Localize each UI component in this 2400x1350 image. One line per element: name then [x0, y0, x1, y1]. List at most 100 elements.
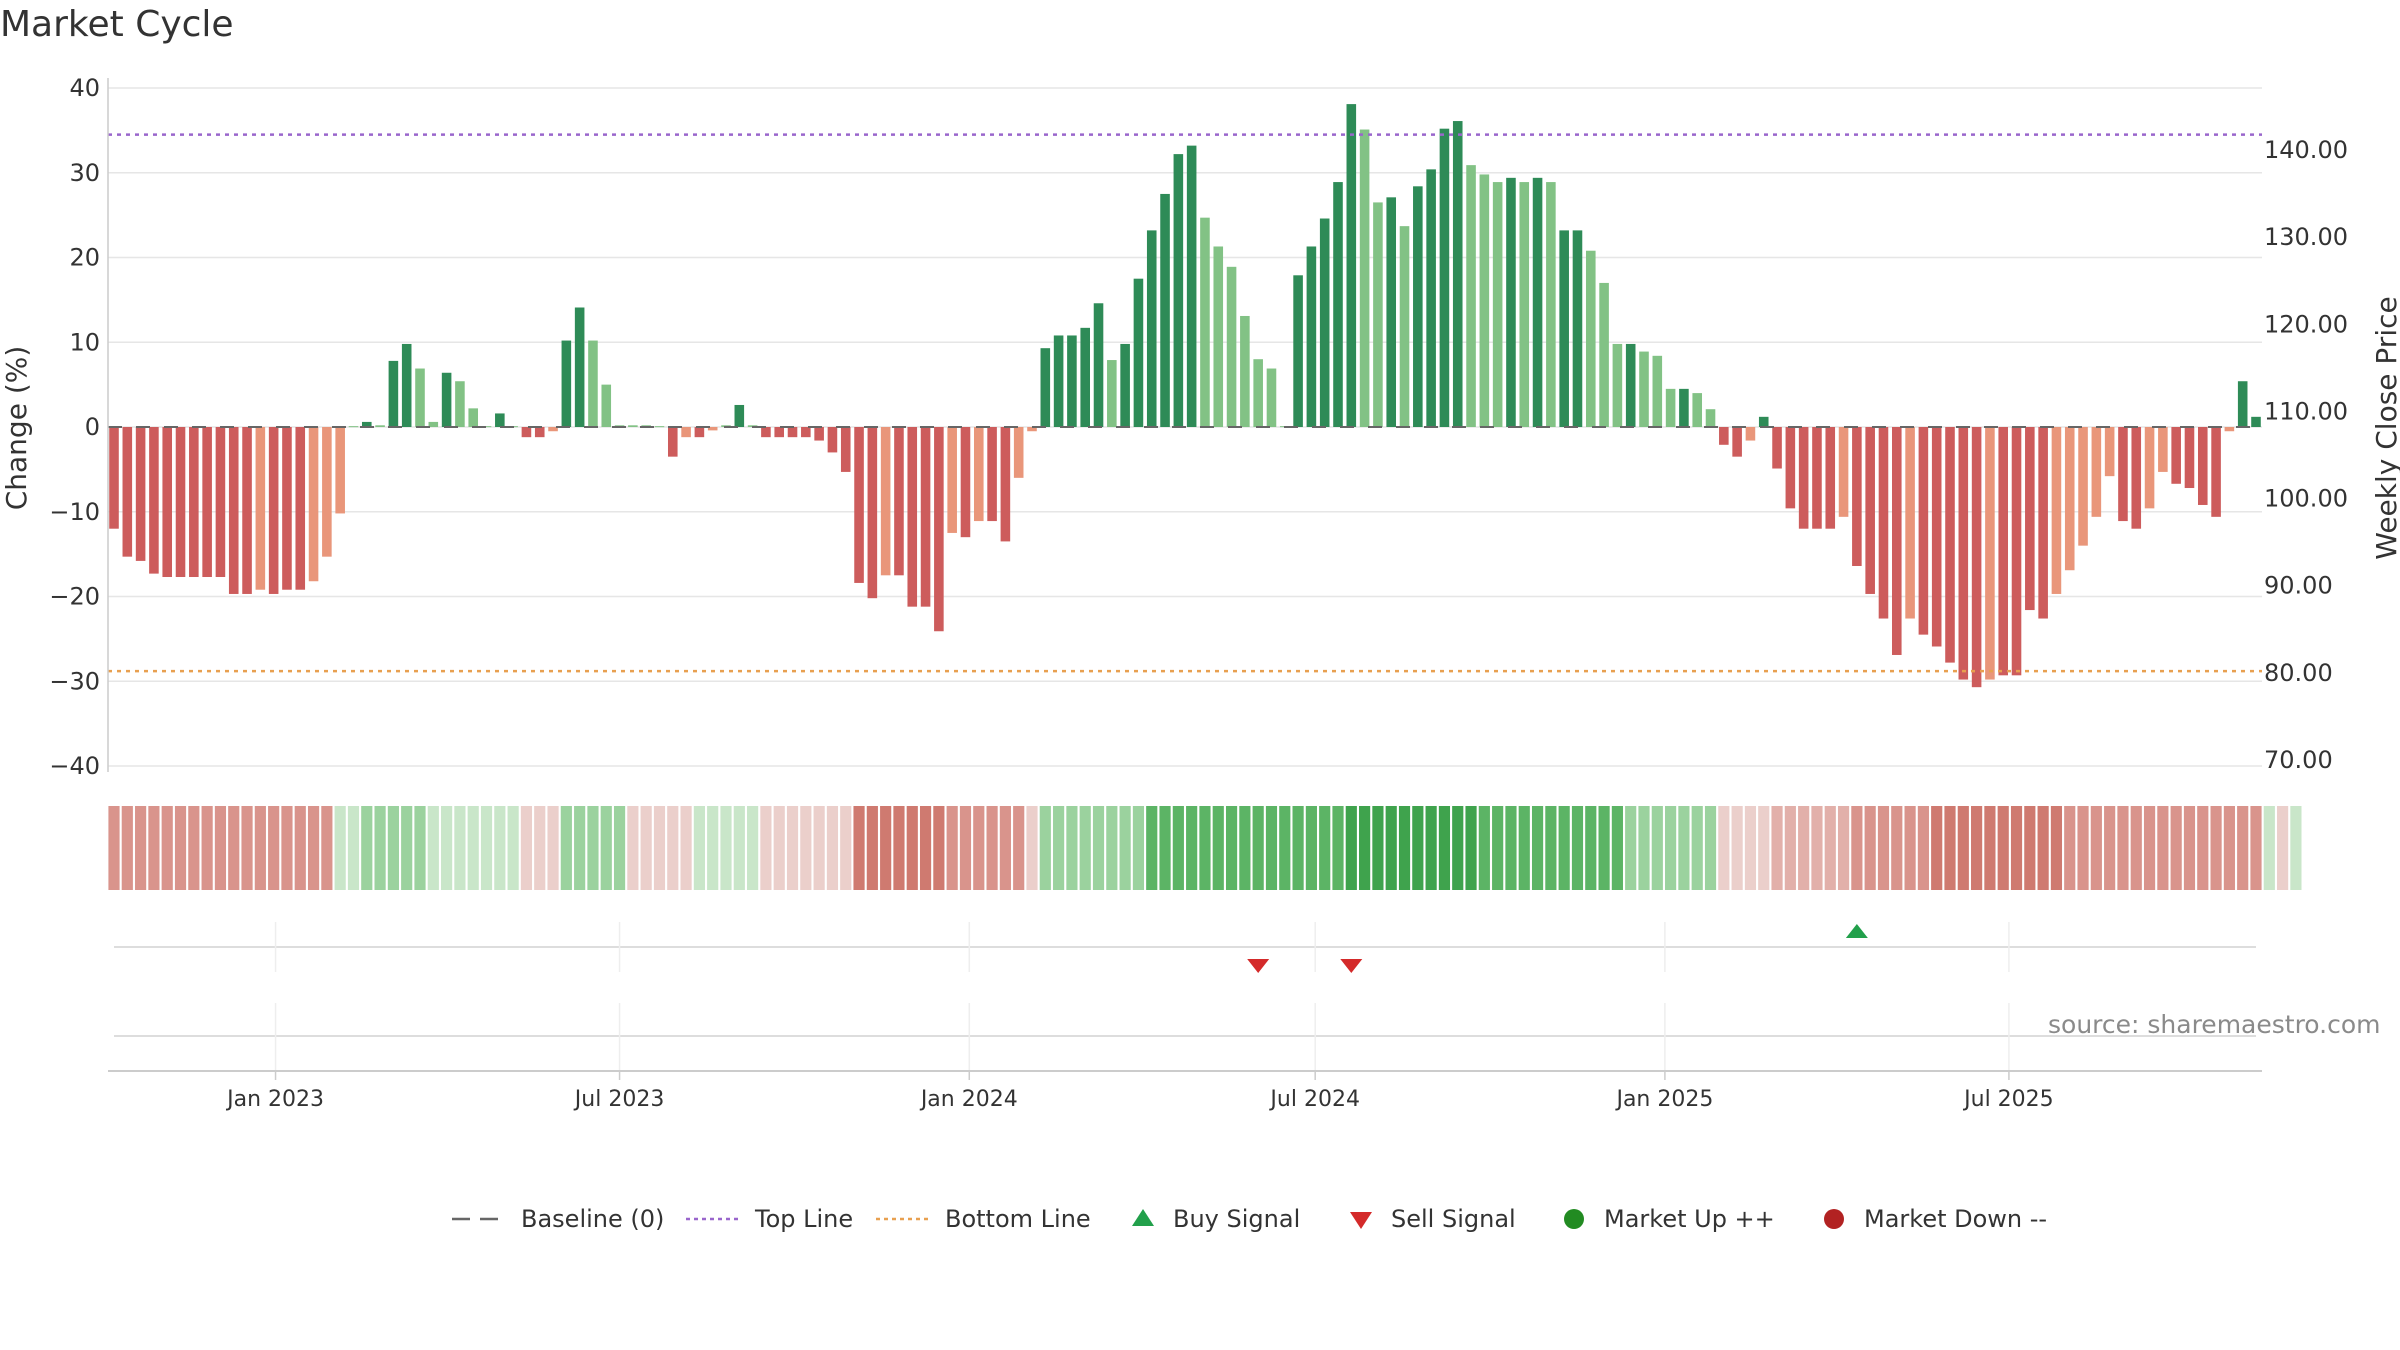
change-bar	[601, 384, 612, 427]
trend-strip-cell	[587, 806, 599, 890]
change-bar	[308, 427, 319, 582]
trend-strip-cell	[2250, 806, 2262, 890]
trend-strip-cell	[1225, 806, 1238, 890]
change-bar	[228, 427, 239, 594]
trend-strip-cell	[1359, 806, 1371, 890]
change-bar	[2251, 416, 2261, 427]
change-bar	[1120, 343, 1130, 427]
y2-axis-title: Weekly Close Price	[2370, 296, 2400, 559]
change-bar	[1226, 266, 1237, 427]
trend-strip-cell	[1651, 806, 1663, 890]
change-bar	[1506, 177, 1516, 427]
change-bar	[548, 427, 558, 432]
change-bar	[1865, 427, 1875, 594]
change-bar	[574, 307, 585, 427]
trend-strip-cell	[401, 806, 413, 890]
trend-strip-cell	[1931, 806, 1943, 890]
trend-strip-cell	[1385, 806, 1397, 890]
change-bar	[1492, 182, 1503, 427]
y-tick-label: 30	[69, 159, 100, 187]
change-bar	[1878, 427, 1889, 619]
change-bar	[1013, 427, 1024, 478]
change-bar	[1000, 427, 1011, 542]
y-tick-label: −30	[49, 667, 100, 695]
trend-strip-cell	[1425, 806, 1437, 890]
change-bar	[761, 427, 771, 438]
trend-strip-cell	[2183, 806, 2196, 890]
change-bar	[1439, 128, 1450, 427]
change-bar	[854, 427, 864, 583]
change-bar	[1067, 335, 1077, 427]
trend-strip-cell	[946, 806, 958, 890]
change-bar	[122, 427, 133, 557]
change-bar	[1266, 368, 1277, 427]
chart-title: Market Cycle	[0, 4, 234, 45]
change-bar	[1852, 427, 1862, 566]
trend-strip-cell	[361, 806, 373, 890]
sell-signal-marker	[1340, 959, 1363, 973]
change-bar	[268, 427, 279, 594]
trend-strip-cell	[574, 806, 586, 890]
trend-strip-cell	[334, 806, 346, 890]
trend-strip-cell	[241, 806, 253, 890]
y2-tick-label: 110.00	[2264, 397, 2348, 425]
trend-strip-cell	[121, 806, 133, 890]
change-bar	[1639, 351, 1649, 427]
change-bar	[149, 427, 159, 574]
change-bar	[2131, 427, 2142, 529]
change-bar	[1998, 427, 2009, 676]
change-bar	[667, 427, 678, 457]
y-tick-label: 20	[69, 244, 100, 272]
trend-strip-cell	[2037, 806, 2049, 890]
change-bar	[215, 427, 226, 578]
trend-strip-cell	[1186, 806, 1198, 890]
x-tick-label: Jan 2024	[919, 1087, 1018, 1112]
trend-strip-cell	[387, 806, 399, 890]
change-bar	[534, 427, 545, 438]
change-bar	[734, 404, 745, 427]
change-bar	[1426, 169, 1436, 428]
trend-strip-cell	[600, 806, 612, 890]
trend-strip-cell	[1891, 806, 1903, 890]
y-tick-label: −40	[49, 752, 100, 780]
change-bar	[2051, 427, 2062, 594]
change-bar	[1213, 246, 1224, 427]
trend-strip-cell	[2210, 806, 2222, 890]
change-bar	[880, 427, 891, 576]
change-bar	[987, 427, 997, 522]
trend-strip-cell	[1478, 806, 1490, 890]
market-down-icon	[1824, 1209, 1844, 1229]
trend-strip-cell	[1877, 806, 1890, 890]
trend-strip-cell	[2277, 806, 2289, 890]
trend-strip-cell	[2197, 806, 2209, 890]
trend-strip-cell	[1558, 806, 1570, 890]
change-bar	[707, 427, 718, 431]
axis-layer: 40 30 20 10 0 −10 −20 −30 −40 140.00 130.00 120.00 1…	[0, 74, 2400, 780]
change-bar	[162, 427, 173, 578]
trend-strip-cell	[520, 806, 533, 890]
change-bar	[2118, 427, 2128, 522]
change-bar	[2038, 427, 2048, 619]
change-bar	[973, 427, 984, 522]
change-bar	[428, 421, 439, 427]
trend-strip-cell	[174, 806, 187, 890]
change-bar	[255, 427, 266, 590]
trend-strip-cell	[1718, 806, 1730, 890]
trend-strip-cell	[1984, 806, 1996, 890]
trend-strip-cell	[1598, 806, 1610, 890]
change-bar	[1732, 427, 1742, 457]
trend-strip-cell	[1146, 806, 1158, 890]
y-tick-label: 0	[85, 413, 100, 441]
trend-strip-cell	[2130, 806, 2142, 890]
trend-strip-cell	[760, 806, 772, 890]
trend-strip-cell	[1039, 806, 1051, 890]
change-bar	[1053, 335, 1064, 427]
x-tick-label: Jul 2023	[573, 1087, 665, 1112]
change-bar	[282, 427, 292, 590]
trend-strip-cell	[747, 806, 759, 890]
trend-strip-layer	[108, 806, 2302, 890]
trend-strip-cell	[1851, 806, 1863, 890]
trend-strip-cell	[201, 806, 213, 890]
trend-strip-cell	[1545, 806, 1557, 890]
trend-strip-cell	[973, 806, 985, 890]
